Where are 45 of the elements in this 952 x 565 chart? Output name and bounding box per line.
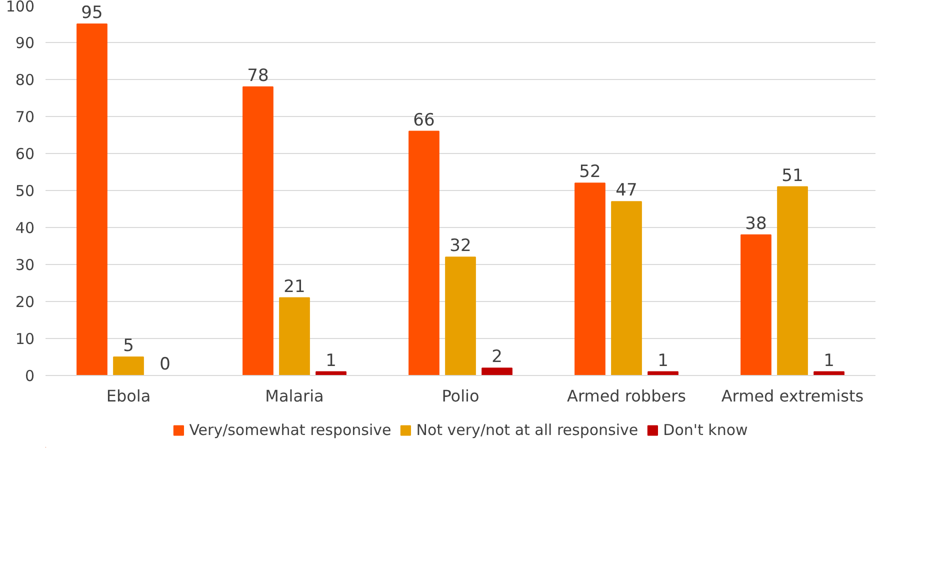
x-tick-label: Armed robbers [567,386,686,406]
data-label: 38 [745,214,767,234]
data-label: 32 [450,236,472,256]
data-label: 47 [616,180,638,201]
bar [279,297,310,376]
bar [76,24,108,376]
x-tick-label: Armed extremists [721,386,864,406]
bar [242,86,274,376]
x-tick-label: Malaria [265,386,324,406]
data-label: 5 [123,336,134,356]
x-tick-label: Ebola [106,386,151,406]
y-tick-label: 50 [15,182,35,200]
data-label: 52 [579,162,601,182]
data-label: 66 [413,110,435,130]
data-label: 1 [326,350,336,371]
legend-label: Very/somewhat responsive [189,421,392,439]
data-label: 21 [284,276,306,297]
y-tick-label: 90 [15,34,35,52]
bar [113,356,144,376]
bar [574,182,606,376]
bar [445,256,476,376]
data-label: 2 [492,347,502,368]
bar [408,130,440,376]
legend-label: Not very/not at all responsive [416,421,638,439]
x-tick-label: Polio [442,386,480,406]
y-tick-label: 60 [15,145,35,163]
bar [777,186,808,376]
data-label: 0 [160,354,170,374]
data-label: 1 [658,350,668,371]
data-label: 51 [782,166,804,186]
data-label: 1 [824,350,834,371]
y-tick-label: 100 [6,0,35,16]
bar [482,368,512,376]
data-label: 95 [81,3,103,23]
y-tick-label: 70 [15,108,35,126]
y-tick-label: 30 [15,256,35,274]
legend-label: Don't know [663,421,748,439]
y-tick-label: 40 [15,219,35,237]
bar [611,201,642,376]
y-tick-label: 0 [24,367,35,385]
bar [740,234,772,376]
data-label: 78 [247,66,269,86]
y-tick-label: 20 [15,293,35,311]
y-tick-label: 80 [15,71,35,89]
y-tick-label: 10 [15,330,35,348]
